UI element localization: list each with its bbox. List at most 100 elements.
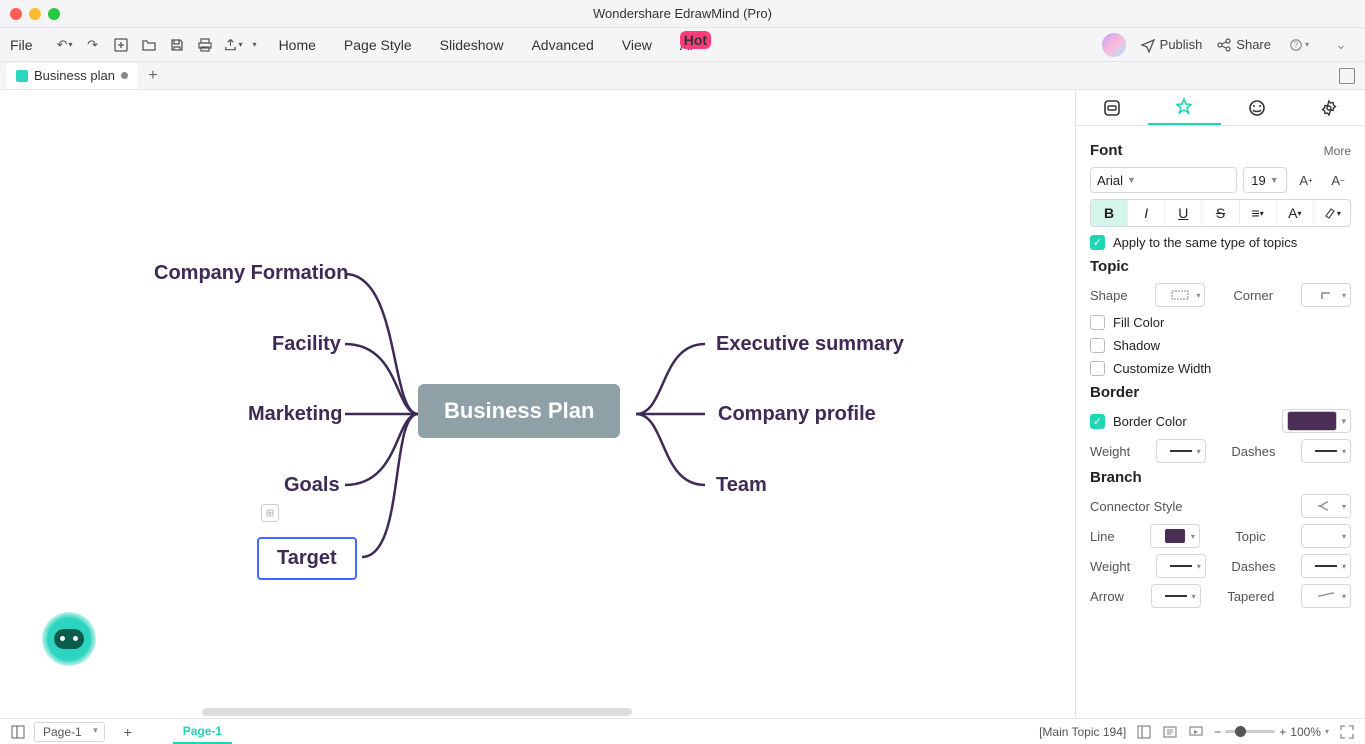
export-icon[interactable]: ▾ <box>223 35 243 55</box>
file-menu[interactable]: File <box>10 37 33 53</box>
sidebar-tab-emoji[interactable] <box>1221 90 1293 125</box>
customize-width-checkbox[interactable]: Customize Width <box>1090 361 1351 376</box>
view-mode-icon[interactable] <box>1136 724 1152 740</box>
branch-section-title: Branch <box>1090 469 1142 486</box>
branch-weight-label: Weight <box>1090 559 1130 574</box>
underline-button[interactable]: U <box>1165 200 1202 226</box>
zoom-slider[interactable] <box>1225 730 1275 733</box>
node-handle[interactable] <box>261 504 279 522</box>
selection-status: [Main Topic 194] <box>1039 725 1126 739</box>
mindmap-center-node[interactable]: Business Plan <box>418 384 620 438</box>
main-toolbar: File ↶▾ ↷ ▾ ▾ Home Page Style Slideshow … <box>0 28 1365 62</box>
fill-color-checkbox[interactable]: Fill Color <box>1090 315 1351 330</box>
branch-topic-label: Topic <box>1235 529 1265 544</box>
maximize-icon[interactable] <box>48 8 60 20</box>
presentation-icon[interactable] <box>1188 724 1204 740</box>
user-avatar[interactable] <box>1102 33 1126 57</box>
border-section-title: Border <box>1090 384 1139 401</box>
sidebar-tab-settings[interactable] <box>1293 90 1365 125</box>
border-color-picker[interactable]: ▾ <box>1282 409 1351 433</box>
bold-button[interactable]: B <box>1091 200 1128 226</box>
branch-arrow-label: Arrow <box>1090 589 1124 604</box>
font-section-title: Font <box>1090 142 1122 159</box>
text-color-button[interactable]: A▾ <box>1277 200 1314 226</box>
topic-target-selected[interactable]: Target <box>257 537 357 580</box>
branch-line-color[interactable]: ▾ <box>1150 524 1200 548</box>
topic-company-profile[interactable]: Company profile <box>718 403 876 426</box>
collapse-icon[interactable]: ⌄ <box>1331 35 1351 55</box>
fit-page-icon[interactable] <box>1162 724 1178 740</box>
topic-marketing[interactable]: Marketing <box>248 403 342 426</box>
publish-button[interactable]: Publish <box>1140 37 1203 53</box>
share-button[interactable]: Share <box>1216 37 1271 53</box>
page-tab-active[interactable]: Page-1 <box>173 720 232 744</box>
topic-facility[interactable]: Facility <box>272 333 341 356</box>
branch-dashes-dropdown[interactable]: ▾ <box>1301 554 1351 578</box>
border-color-checkbox[interactable]: ✓Border Color <box>1090 414 1187 429</box>
document-tab[interactable]: Business plan <box>6 63 138 89</box>
properties-sidebar: FontMore Arial▼ 19▼ A+ A− B I U S ≡▾ A▾ … <box>1075 90 1365 718</box>
topic-team[interactable]: Team <box>716 474 767 497</box>
minimize-icon[interactable] <box>29 8 41 20</box>
border-dashes-dropdown[interactable]: ▾ <box>1301 439 1351 463</box>
add-page-button[interactable]: + <box>119 724 137 740</box>
fullscreen-icon[interactable] <box>1339 724 1355 740</box>
zoom-in-button[interactable]: + <box>1279 725 1286 739</box>
outline-toggle-icon[interactable] <box>10 724 26 740</box>
menu-bar: Home Page Style Slideshow Advanced View … <box>279 37 694 53</box>
undo-icon[interactable]: ↶▾ <box>55 35 75 55</box>
save-icon[interactable] <box>167 35 187 55</box>
topic-company-formation[interactable]: Company Formation <box>154 262 348 285</box>
new-icon[interactable] <box>111 35 131 55</box>
canvas[interactable]: Business Plan Company Formation Facility… <box>0 90 1075 718</box>
add-tab-button[interactable]: + <box>142 67 164 85</box>
sidebar-tab-layout[interactable] <box>1076 90 1148 125</box>
horizontal-scrollbar[interactable] <box>22 708 1063 718</box>
apply-same-type-checkbox[interactable]: ✓Apply to the same type of topics <box>1090 235 1351 250</box>
menu-view[interactable]: View <box>622 37 652 53</box>
menu-advanced[interactable]: Advanced <box>531 37 593 53</box>
unsaved-dot <box>121 72 128 79</box>
open-icon[interactable] <box>139 35 159 55</box>
topic-executive-summary[interactable]: Executive summary <box>716 333 904 356</box>
branch-topic-dropdown[interactable]: ▾ <box>1301 524 1351 548</box>
topic-goals[interactable]: Goals <box>284 474 340 497</box>
ai-assistant-button[interactable] <box>42 612 96 666</box>
border-weight-dropdown[interactable]: ▾ <box>1156 439 1206 463</box>
titlebar: Wondershare EdrawMind (Pro) <box>0 0 1365 28</box>
zoom-control[interactable]: − + 100% ▾ <box>1214 725 1329 739</box>
shadow-checkbox[interactable]: Shadow <box>1090 338 1351 353</box>
font-more-link[interactable]: More <box>1324 144 1351 158</box>
connector-style-dropdown[interactable]: ▾ <box>1301 494 1351 518</box>
italic-button[interactable]: I <box>1128 200 1165 226</box>
border-dashes-label: Dashes <box>1231 444 1275 459</box>
font-size-dropdown[interactable]: 19▼ <box>1243 167 1287 193</box>
shape-dropdown[interactable]: ▾ <box>1155 283 1205 307</box>
font-family-dropdown[interactable]: Arial▼ <box>1090 167 1237 193</box>
page-selector-dropdown[interactable]: Page-1 <box>34 722 105 742</box>
zoom-out-button[interactable]: − <box>1214 725 1221 739</box>
border-weight-label: Weight <box>1090 444 1130 459</box>
document-tabs: Business plan + <box>0 62 1365 90</box>
window-controls[interactable] <box>10 8 60 20</box>
font-shrink-button[interactable]: A− <box>1325 167 1351 193</box>
align-button[interactable]: ≡▾ <box>1240 200 1277 226</box>
close-icon[interactable] <box>10 8 22 20</box>
menu-home[interactable]: Home <box>279 37 316 53</box>
sidebar-tab-style[interactable] <box>1148 90 1220 125</box>
panel-toggle-icon[interactable] <box>1339 68 1355 84</box>
branch-arrow-dropdown[interactable]: ▾ <box>1151 584 1201 608</box>
font-grow-button[interactable]: A+ <box>1293 167 1319 193</box>
branch-tapered-dropdown[interactable]: ▾ <box>1301 584 1351 608</box>
branch-weight-dropdown[interactable]: ▾ <box>1156 554 1206 578</box>
menu-slideshow[interactable]: Slideshow <box>440 37 504 53</box>
corner-dropdown[interactable]: ▾ <box>1301 283 1351 307</box>
strike-button[interactable]: S <box>1202 200 1239 226</box>
help-icon[interactable]: ?▾ <box>1289 35 1309 55</box>
redo-icon[interactable]: ↷ <box>83 35 103 55</box>
menu-ai[interactable]: AIHot <box>680 37 693 53</box>
print-icon[interactable] <box>195 35 215 55</box>
menu-page-style[interactable]: Page Style <box>344 37 412 53</box>
dropdown-icon[interactable]: ▾ <box>251 35 259 55</box>
highlight-button[interactable]: ▾ <box>1314 200 1350 226</box>
